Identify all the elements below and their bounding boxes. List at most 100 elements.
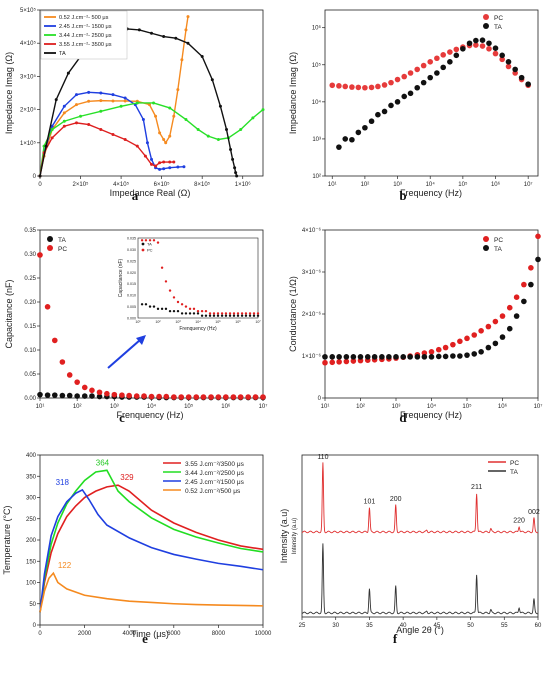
data-point: [135, 101, 139, 105]
data-point: [223, 394, 229, 400]
legend-label: PC: [494, 237, 503, 244]
data-point: [111, 133, 115, 136]
inset-data-point: [184, 305, 188, 308]
y-tick-label: 50: [29, 602, 36, 608]
legend-label: PC: [58, 246, 67, 253]
data-point: [394, 76, 401, 83]
data-point: [505, 59, 512, 65]
data-point: [375, 111, 381, 118]
data-point: [394, 99, 401, 105]
data-point: [168, 166, 172, 170]
data-point: [535, 256, 541, 263]
data-point: [355, 129, 362, 136]
inset-data-point: [228, 314, 232, 317]
peak-label: 002: [528, 509, 540, 516]
inset-data-point: [172, 296, 176, 299]
data-point: [59, 392, 66, 399]
y-tick-label: 4×10⁻⁶: [302, 227, 322, 234]
data-point: [44, 144, 48, 148]
inset-data-point: [160, 307, 164, 311]
data-point: [206, 134, 210, 138]
data-point: [512, 66, 518, 73]
data-point: [133, 393, 140, 399]
panel-label: c: [119, 410, 125, 425]
data-point: [535, 233, 541, 240]
series-line: [39, 122, 174, 177]
y-tick-label: 200: [26, 538, 37, 544]
data-point: [350, 354, 357, 360]
panel-label: e: [142, 631, 148, 646]
data-point: [478, 328, 484, 334]
inset-x-tick-label: 10²: [155, 320, 161, 324]
inset-data-point: [164, 307, 168, 311]
x-tick-label: 10⁷: [259, 403, 268, 410]
inset-legend-label: TA: [147, 242, 152, 247]
y-tick-label: 250: [26, 517, 37, 523]
data-point: [150, 31, 153, 35]
pointer-arrow: [107, 339, 141, 369]
pointer-arrow-head: [136, 335, 146, 345]
data-point: [51, 337, 58, 344]
series-line: [301, 462, 539, 534]
data-point: [407, 354, 413, 360]
inset-y-tick-label: 0.010: [127, 294, 136, 298]
y-tick-label: 10⁶: [312, 25, 322, 32]
data-point: [54, 98, 58, 102]
data-point: [414, 84, 421, 91]
inset-data-point: [140, 239, 144, 242]
data-point: [37, 391, 43, 398]
data-point: [66, 392, 73, 399]
data-point: [62, 119, 66, 123]
x-tick-label: 0: [38, 631, 42, 637]
data-point: [79, 114, 83, 118]
data-point: [237, 394, 244, 400]
data-point: [186, 41, 190, 45]
data-point: [350, 358, 357, 364]
legend-marker: [483, 23, 489, 29]
data-point: [473, 42, 479, 48]
data-point: [230, 394, 237, 400]
x-tick-label: 10⁶: [498, 403, 508, 410]
data-point: [172, 114, 176, 118]
data-point: [386, 354, 392, 360]
data-point: [499, 52, 505, 59]
data-point: [505, 63, 512, 70]
data-point: [486, 45, 492, 52]
x-tick-label: 6×10⁵: [154, 181, 171, 188]
data-point: [478, 349, 484, 355]
data-point: [145, 141, 149, 145]
legend-label: TA: [494, 246, 502, 253]
data-point: [96, 393, 103, 400]
data-point: [506, 325, 513, 332]
data-point: [37, 252, 43, 258]
data-point: [427, 59, 434, 65]
inset-y-tick-label: 0.030: [127, 248, 136, 252]
data-point: [158, 167, 162, 171]
x-tick-label: 10⁶: [221, 403, 231, 410]
x-tick-label: 10¹: [321, 404, 330, 410]
x-tick-label: 10²: [73, 404, 82, 410]
x-axis-label: Frequency (Hz): [400, 188, 462, 198]
inset-data-point: [188, 307, 192, 311]
data-point: [457, 338, 463, 345]
data-point: [349, 84, 355, 90]
data-point: [329, 354, 336, 360]
y-tick-label: 2×10⁻⁶: [302, 311, 322, 318]
inset-data-point: [188, 312, 192, 315]
x-tick-label: 0: [38, 182, 42, 188]
x-tick-label: 4×10⁵: [113, 181, 130, 188]
peak-label: 110: [317, 454, 328, 461]
inset-y-tick-label: 0.015: [127, 282, 136, 286]
legend-label: 3.55 J.cm⁻²- 3500 μs: [59, 42, 112, 48]
inset-data-point: [236, 312, 240, 315]
inset-frame: [137, 237, 259, 319]
data-point: [525, 81, 531, 87]
series-line: [39, 102, 264, 177]
inset-data-point: [168, 289, 172, 292]
data-point: [479, 43, 486, 49]
x-tick-label: 8000: [212, 631, 226, 637]
panel-label: b: [399, 188, 406, 203]
data-point: [50, 128, 54, 132]
inset-data-point: [180, 312, 184, 315]
data-point: [62, 124, 66, 128]
